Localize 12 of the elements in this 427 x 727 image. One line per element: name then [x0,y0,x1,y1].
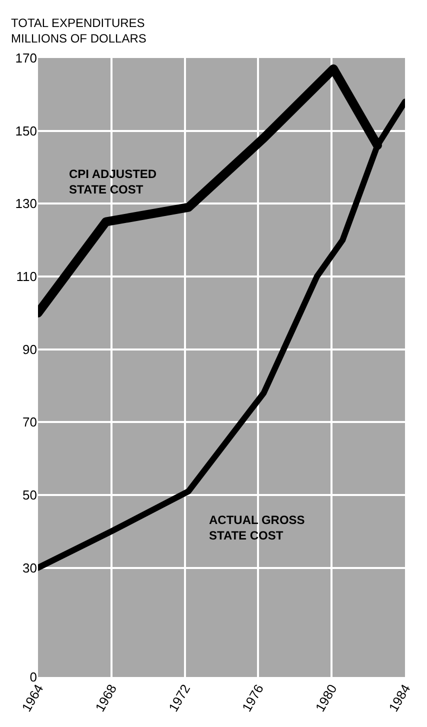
y-tick-label: 30 [22,560,37,576]
y-tick-label: 90 [22,342,37,357]
series-label: CPI ADJUSTED STATE COST [69,167,157,197]
y-tick-label: 110 [16,269,37,284]
y-axis-title: TOTAL EXPENDITURES MILLIONS OF DOLLARS [11,16,146,46]
y-tick-label: 70 [22,414,37,430]
y-tick-label: 150 [15,123,37,138]
y-tick-label: 50 [22,487,37,502]
text: ACTUAL GROSS STATE COST [209,513,305,543]
y-tick-label: 170 [15,50,37,66]
y-tick-label: 130 [15,196,37,212]
y-tick-label: 0 [30,670,37,685]
